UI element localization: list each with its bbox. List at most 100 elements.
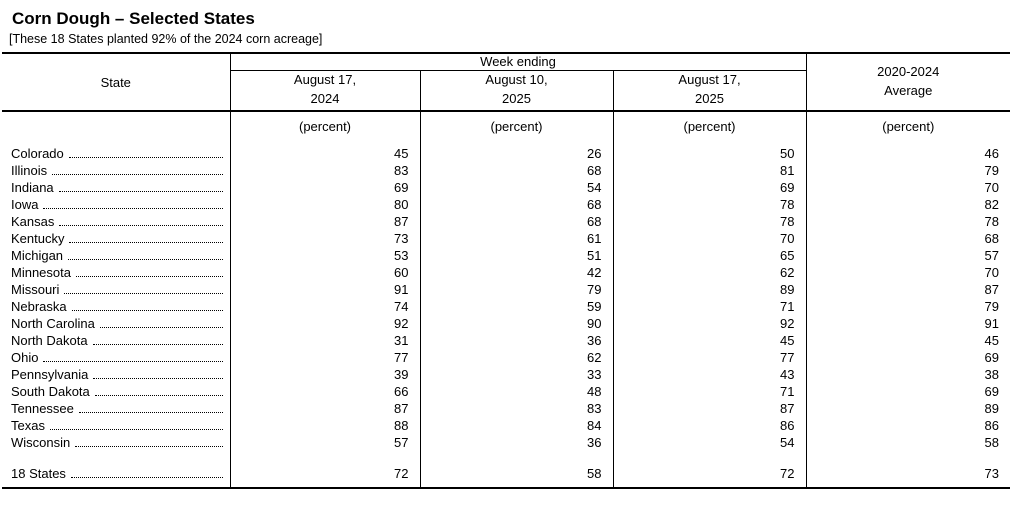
table-row: Tennessee 87 83 87 89 — [2, 400, 1011, 417]
table-row: Colorado 45 26 50 46 — [2, 145, 1011, 162]
value-aug10-2025: 36 — [419, 434, 613, 451]
value-aug17-2024: 83 — [229, 162, 420, 179]
value-aug17-2025: 71 — [612, 298, 807, 315]
unit-empty-cell — [2, 111, 230, 140]
column-header-aug17-2025: August 17, 2025 — [612, 70, 807, 112]
table-row: Michigan 53 51 65 57 — [2, 247, 1011, 264]
dot-leader — [93, 378, 223, 379]
value-aug17-2025: 69 — [612, 179, 807, 196]
header-row-group: State Week ending 2020-2024 Average — [2, 53, 1011, 112]
table-row: Kansas 87 68 78 78 — [2, 213, 1011, 230]
value-aug17-2024: 45 — [229, 145, 420, 162]
page-subtitle: [These 18 States planted 92% of the 2024… — [9, 32, 323, 46]
value-aug17-2025: 43 — [612, 366, 807, 383]
state-name: South Dakota — [11, 384, 90, 399]
dot-leader — [68, 259, 223, 260]
value-average: 79 — [805, 162, 1011, 179]
dot-leader — [69, 242, 223, 243]
value-aug17-2024: 39 — [229, 366, 420, 383]
date-line2: 2025 — [695, 91, 724, 107]
dot-leader — [43, 361, 223, 362]
value-aug10-2025: 54 — [419, 179, 613, 196]
table-row: Ohio 77 62 77 69 — [2, 349, 1011, 366]
value-aug17-2025: 87 — [612, 400, 807, 417]
average-column-header: 2020-2024 Average — [805, 53, 1011, 112]
value-average: 70 — [805, 264, 1011, 281]
value-aug17-2024: 66 — [229, 383, 420, 400]
value-average: 45 — [805, 332, 1011, 349]
dot-leader — [68, 157, 223, 158]
value-aug10-2025: 83 — [419, 400, 613, 417]
value-average: 58 — [805, 434, 1011, 451]
dot-leader — [99, 327, 223, 328]
dot-leader — [43, 208, 223, 209]
value-aug17-2025: 92 — [612, 315, 807, 332]
value-aug10-2025: 51 — [419, 247, 613, 264]
state-name: Nebraska — [11, 299, 67, 314]
value-aug17-2025: 65 — [612, 247, 807, 264]
table-row: Texas 88 84 86 86 — [2, 417, 1011, 434]
table-row: Indiana 69 54 69 70 — [2, 179, 1011, 196]
value-average: 46 — [805, 145, 1011, 162]
state-name: Kansas — [11, 214, 55, 229]
dot-leader — [49, 429, 223, 430]
value-aug10-2025: 68 — [419, 213, 613, 230]
state-name: Iowa — [11, 197, 39, 212]
value-average: 78 — [805, 213, 1011, 230]
unit-label: (percent) — [612, 111, 807, 140]
table-footer: 18 States 72 58 72 73 — [2, 451, 1011, 488]
table-row: Wisconsin 57 36 54 58 — [2, 434, 1011, 451]
table-row: North Carolina 92 90 92 91 — [2, 315, 1011, 332]
value-aug17-2024: 77 — [229, 349, 420, 366]
unit-label: (percent) — [419, 111, 613, 140]
value-aug17-2025: 50 — [612, 145, 807, 162]
value-average: 69 — [805, 349, 1011, 366]
column-header-aug17-2024: August 17, 2024 — [229, 70, 420, 112]
value-aug10-2025: 90 — [419, 315, 613, 332]
value-average: 79 — [805, 298, 1011, 315]
table-row: Illinois 83 68 81 79 — [2, 162, 1011, 179]
value-average: 38 — [805, 366, 1011, 383]
value-aug17-2024: 87 — [229, 400, 420, 417]
value-average: 57 — [805, 247, 1011, 264]
value-aug10-2025: 59 — [419, 298, 613, 315]
table-row: Pennsylvania 39 33 43 38 — [2, 366, 1011, 383]
state-name: Illinois — [11, 163, 48, 178]
value-aug10-2025: 68 — [419, 162, 613, 179]
total-value-average: 73 — [805, 465, 1011, 488]
corn-dough-table: State Week ending 2020-2024 Average Augu… — [2, 52, 1011, 489]
state-name: Minnesota — [11, 265, 71, 280]
table-row: Minnesota 60 42 62 70 — [2, 264, 1011, 281]
value-aug10-2025: 79 — [419, 281, 613, 298]
state-name: Missouri — [11, 282, 60, 297]
date-line2: 2025 — [502, 91, 531, 107]
state-name: North Dakota — [11, 333, 88, 348]
state-column-header: State — [2, 53, 231, 112]
table-row: Missouri 91 79 89 87 — [2, 281, 1011, 298]
dot-leader — [59, 225, 223, 226]
value-aug10-2025: 42 — [419, 264, 613, 281]
week-ending-header: Week ending — [229, 53, 807, 71]
dot-leader — [78, 412, 223, 413]
value-aug17-2025: 54 — [612, 434, 807, 451]
dot-leader — [71, 310, 223, 311]
table-row: Nebraska 74 59 71 79 — [2, 298, 1011, 315]
value-aug17-2025: 70 — [612, 230, 807, 247]
value-aug17-2024: 57 — [229, 434, 420, 451]
value-average: 89 — [805, 400, 1011, 417]
value-aug10-2025: 26 — [419, 145, 613, 162]
unit-label: (percent) — [229, 111, 420, 140]
gap-row — [2, 451, 1011, 465]
value-aug17-2024: 74 — [229, 298, 420, 315]
dot-leader — [75, 446, 223, 447]
state-name: Tennessee — [11, 401, 74, 416]
value-aug10-2025: 62 — [419, 349, 613, 366]
date-line1: August 17, — [678, 72, 741, 88]
value-aug10-2025: 48 — [419, 383, 613, 400]
state-name: Wisconsin — [11, 435, 71, 450]
state-name: Michigan — [11, 248, 64, 263]
date-line1: August 17, — [293, 72, 357, 88]
table-row: North Dakota 31 36 45 45 — [2, 332, 1011, 349]
value-aug10-2025: 36 — [419, 332, 613, 349]
value-aug17-2025: 62 — [612, 264, 807, 281]
